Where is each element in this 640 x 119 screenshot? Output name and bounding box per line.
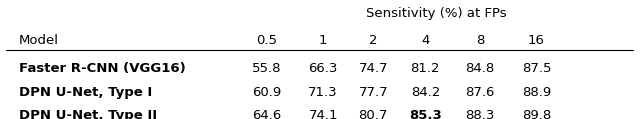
Text: 66.3: 66.3 bbox=[308, 62, 338, 75]
Text: 74.1: 74.1 bbox=[308, 109, 338, 119]
Text: 85.3: 85.3 bbox=[409, 109, 442, 119]
Text: 0.5: 0.5 bbox=[256, 34, 277, 47]
Text: 81.2: 81.2 bbox=[411, 62, 440, 75]
Text: 88.3: 88.3 bbox=[465, 109, 495, 119]
Text: 16: 16 bbox=[528, 34, 545, 47]
Text: 2: 2 bbox=[369, 34, 378, 47]
Text: 64.6: 64.6 bbox=[252, 109, 282, 119]
Text: Model: Model bbox=[19, 34, 59, 47]
Text: 84.2: 84.2 bbox=[411, 86, 440, 99]
Text: 84.8: 84.8 bbox=[465, 62, 495, 75]
Text: 71.3: 71.3 bbox=[308, 86, 338, 99]
Text: 77.7: 77.7 bbox=[358, 86, 388, 99]
Text: 74.7: 74.7 bbox=[358, 62, 388, 75]
Text: 87.6: 87.6 bbox=[465, 86, 495, 99]
Text: 88.9: 88.9 bbox=[522, 86, 551, 99]
Text: DPN U-Net, Type II: DPN U-Net, Type II bbox=[19, 109, 157, 119]
Text: 89.8: 89.8 bbox=[522, 109, 551, 119]
Text: 80.7: 80.7 bbox=[358, 109, 388, 119]
Text: DPN U-Net, Type I: DPN U-Net, Type I bbox=[19, 86, 152, 99]
Text: Faster R-CNN (VGG16): Faster R-CNN (VGG16) bbox=[19, 62, 186, 75]
Text: Sensitivity (%) at FPs: Sensitivity (%) at FPs bbox=[365, 7, 506, 20]
Text: 4: 4 bbox=[421, 34, 429, 47]
Text: 8: 8 bbox=[476, 34, 484, 47]
Text: 1: 1 bbox=[319, 34, 328, 47]
Text: 87.5: 87.5 bbox=[522, 62, 551, 75]
Text: 60.9: 60.9 bbox=[252, 86, 282, 99]
Text: 55.8: 55.8 bbox=[252, 62, 282, 75]
